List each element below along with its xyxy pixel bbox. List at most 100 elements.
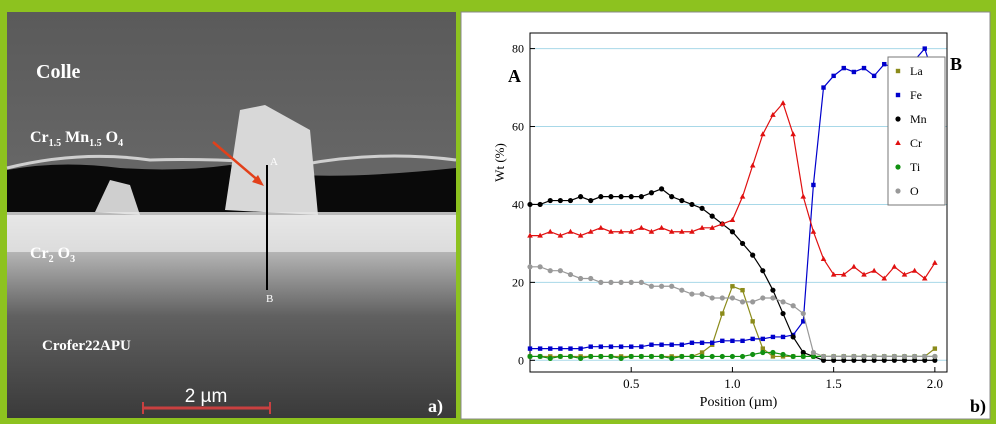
data-point [608, 194, 614, 200]
arrow [212, 141, 261, 183]
data-point [699, 353, 705, 360]
data-point [527, 232, 533, 238]
data-point [760, 349, 766, 356]
label: A [270, 156, 278, 168]
data-point [760, 336, 765, 342]
data-point [730, 338, 735, 344]
legend-label: La [910, 64, 923, 78]
data-point [820, 353, 827, 360]
data-point [679, 353, 685, 360]
data-point [618, 228, 624, 234]
x-tick-label: 2.0 [927, 376, 943, 391]
legend-marker [895, 116, 901, 122]
data-point [709, 224, 715, 230]
data-point [780, 100, 786, 106]
data-point [537, 201, 543, 208]
data-point [648, 190, 655, 196]
data-point [801, 319, 806, 324]
label-part: 4 [118, 138, 123, 149]
data-point [729, 229, 736, 235]
data-point [608, 279, 614, 285]
chromia-layer [7, 212, 456, 252]
data-point [790, 353, 796, 360]
data-point [720, 338, 725, 344]
data-point [851, 69, 857, 75]
data-point [891, 263, 898, 269]
legend-label: Cr [910, 136, 922, 150]
data-point [729, 295, 736, 301]
panel-label: a) [428, 396, 443, 417]
data-point [699, 340, 705, 345]
data-point [577, 232, 584, 238]
data-point [932, 353, 938, 360]
data-point [790, 303, 796, 309]
data-point [669, 283, 675, 289]
data-point [638, 279, 644, 285]
chart: 0 20 40 60 80 0.5 1.0 1.5 2.0 Position (µm) Wt (%)… [492, 32, 986, 417]
data-point [699, 350, 705, 355]
data-point [831, 357, 837, 363]
data-point [547, 355, 553, 361]
label-part: 1.5 [49, 138, 62, 149]
data-point [709, 213, 715, 219]
data-point [882, 61, 887, 67]
data-point [810, 228, 817, 234]
data-point [587, 228, 594, 234]
data-point [739, 240, 746, 247]
data-point [568, 346, 573, 351]
data-point [912, 353, 918, 360]
label: Cr2 O3 [30, 245, 75, 265]
data-point [780, 351, 786, 358]
legend-label: Ti [910, 160, 921, 174]
data-point [679, 342, 685, 347]
data-point [709, 353, 715, 360]
bright-grain [225, 105, 318, 215]
data-point [588, 275, 594, 282]
data-point [760, 346, 765, 351]
data-point [770, 334, 776, 340]
data-point [527, 346, 533, 351]
marker-label: B [950, 54, 962, 74]
data-point [871, 267, 877, 273]
data-point [932, 259, 938, 265]
data-point [830, 271, 837, 277]
data-point [831, 353, 837, 360]
data-point [851, 357, 857, 363]
legend-label: Mn [910, 112, 927, 126]
data-point [709, 340, 715, 345]
data-point [557, 197, 563, 204]
data-point [861, 65, 867, 71]
data-point [800, 349, 806, 356]
legend-marker [895, 188, 901, 194]
data-point [770, 287, 776, 293]
data-point [811, 182, 816, 188]
data-point [658, 353, 665, 360]
data-point [689, 353, 695, 360]
data-point [658, 224, 665, 230]
data-point [821, 85, 826, 90]
data-point [790, 131, 796, 137]
data-point [840, 271, 847, 277]
data-point [749, 162, 756, 168]
data-point [598, 344, 604, 349]
data-point [739, 193, 746, 199]
data-point [567, 353, 574, 360]
data-point [618, 194, 624, 200]
data-point [689, 228, 695, 234]
data-point [719, 353, 725, 360]
legend-marker [895, 92, 901, 98]
data-point [861, 357, 867, 363]
label-part: Cr [30, 245, 49, 262]
data-point [669, 342, 674, 347]
data-point [537, 353, 543, 360]
data-point [841, 353, 847, 360]
data-point [911, 267, 918, 273]
data-point [790, 334, 796, 340]
x-axis-label: Position (µm) [700, 395, 778, 410]
data-point [548, 346, 553, 351]
interface [6, 154, 457, 170]
panel-label: b) [970, 396, 986, 417]
data-point [780, 310, 786, 317]
x-tick-label: 1.0 [724, 376, 740, 391]
data-point [558, 346, 563, 351]
